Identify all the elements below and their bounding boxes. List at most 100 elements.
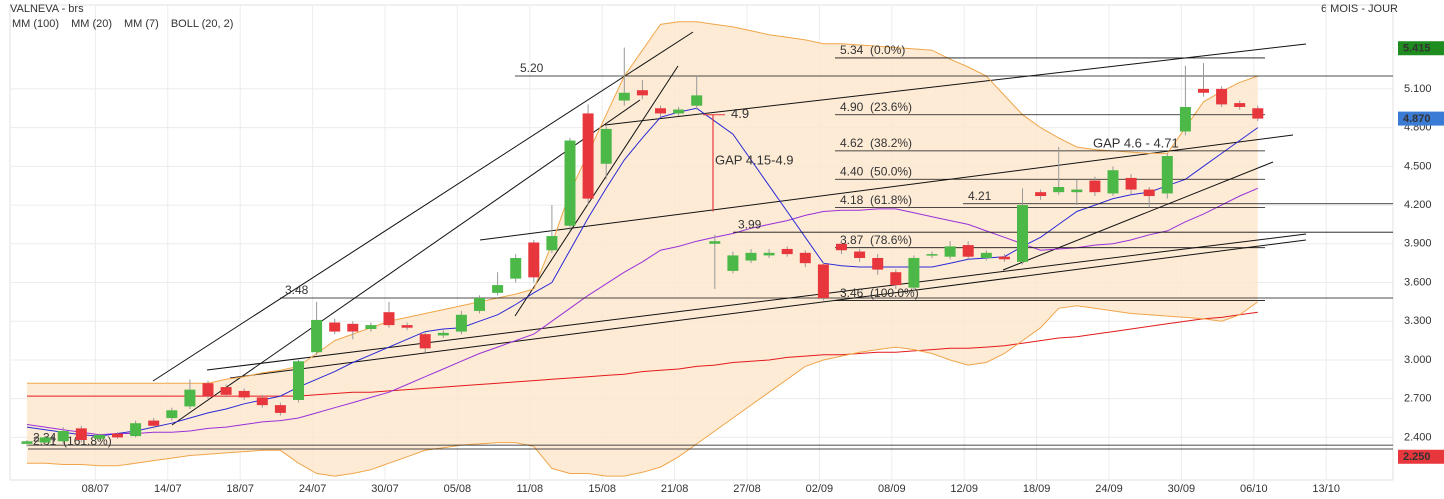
trend-line	[206, 233, 1307, 371]
candle-body	[944, 246, 956, 257]
candle-body	[166, 410, 178, 419]
candle-body	[474, 298, 485, 311]
candle-body	[455, 314, 467, 332]
foreground-layer: 2.400 2.700 3.000 3.300 3.600 3.900 4.200 4.500…	[12, 18, 1444, 495]
candle-body	[781, 248, 793, 255]
candle-body	[21, 441, 33, 444]
level-label: 4.40 (50.0%)	[840, 164, 912, 178]
candle-body	[365, 325, 377, 329]
price-marker	[1398, 111, 1444, 126]
candle-body	[311, 319, 323, 353]
level-label: 3.99	[738, 217, 762, 231]
legend-entry: BOLL (20, 2)	[171, 18, 234, 30]
candle-body	[655, 108, 666, 114]
candle-body	[582, 113, 594, 199]
candle-body	[383, 312, 395, 326]
candle-body	[636, 90, 648, 96]
candle-body	[799, 252, 811, 264]
candle-body	[1252, 108, 1264, 119]
x-tick-label: 08/07	[82, 483, 110, 495]
level-label: 4.62 (38.2%)	[840, 136, 912, 150]
x-tick-label: 18/07	[226, 483, 254, 495]
candle-body	[1143, 189, 1155, 197]
x-tick-label: 21/08	[661, 483, 689, 495]
candle-body	[492, 285, 504, 293]
trend-line	[171, 99, 641, 426]
price-marker-label: 4.870	[1403, 113, 1431, 125]
x-tick-label: 11/08	[516, 483, 543, 495]
candle-body	[1107, 170, 1119, 194]
x-tick-label: 14/07	[154, 483, 182, 495]
candle-body	[274, 405, 286, 413]
y-tick-label: 3.600	[1404, 276, 1432, 288]
moving-average	[26, 187, 1258, 436]
candle-body	[220, 387, 232, 395]
candle-body	[293, 361, 304, 400]
candle-body	[1017, 205, 1028, 262]
plot-frame	[9, 4, 1394, 481]
candle-body	[238, 390, 250, 398]
candle-body	[57, 430, 69, 442]
candle-body	[980, 252, 992, 258]
candle-body	[329, 322, 341, 332]
candle-body	[1089, 180, 1101, 193]
x-tick-label: 30/07	[371, 483, 399, 495]
period-label: 6 MOIS - JOUR	[1321, 3, 1398, 15]
y-tick-label: 2.400	[1404, 431, 1432, 443]
candle-body	[1125, 177, 1137, 190]
candle-body	[600, 128, 612, 164]
x-tick-label: 06/10	[1240, 483, 1268, 495]
candle-body	[745, 252, 757, 261]
x-tick-label: 15/08	[588, 483, 616, 495]
moving-average	[27, 311, 1258, 397]
candle-body	[1161, 156, 1173, 194]
candle-body	[1198, 88, 1209, 93]
candle-body	[184, 389, 196, 407]
x-tick-label: 08/09	[878, 483, 906, 495]
x-tick-label: 02/09	[806, 483, 834, 495]
candle-body	[93, 434, 105, 439]
trend-line	[152, 31, 694, 382]
candle-body	[727, 255, 739, 271]
x-tick-label: 24/09	[1095, 483, 1123, 495]
level-label: 4.21	[968, 189, 992, 203]
y-tick-label: 3.000	[1404, 354, 1432, 366]
price-marker-label: 5.415	[1403, 43, 1431, 55]
candle-body	[854, 251, 866, 258]
candle-body	[872, 257, 884, 270]
level-label: 3.87 (78.6%)	[840, 233, 912, 247]
y-tick-label: 2.700	[1404, 393, 1432, 405]
y-tick-label: 3.900	[1404, 238, 1432, 250]
y-tick-label: 3.300	[1404, 315, 1432, 327]
candle-body	[401, 325, 413, 328]
candle-body	[691, 95, 703, 106]
candle-body	[998, 256, 1010, 260]
candle-body	[926, 254, 938, 256]
y-tick-label: 4.500	[1404, 160, 1432, 172]
candle-body	[673, 109, 685, 114]
price-marker-label: 2.250	[1403, 451, 1431, 463]
bollinger-upper	[27, 21, 1258, 384]
candle-body	[564, 140, 576, 226]
x-tick-label: 18/09	[1023, 483, 1051, 495]
bollinger-lower	[27, 301, 1259, 477]
trend-line	[1002, 161, 1274, 271]
moving-average	[26, 107, 1259, 437]
candle-body	[202, 383, 214, 397]
price-marker	[1398, 449, 1444, 464]
chart-title: VALNEVA - brs	[10, 3, 84, 15]
trend-line	[229, 239, 1307, 379]
candle-body	[347, 323, 359, 332]
x-tick-label: 13/10	[1312, 483, 1340, 495]
y-tick-label: 4.200	[1404, 199, 1432, 211]
candle-body	[836, 243, 847, 251]
candle-body	[510, 257, 522, 279]
x-tick-label: 30/09	[1168, 483, 1196, 495]
x-tick-label: 12/09	[950, 483, 978, 495]
legend-entry: MM (20)	[71, 18, 112, 30]
candle-body	[890, 272, 902, 286]
trend-line	[479, 134, 1294, 241]
level-label: 5.20	[520, 61, 544, 75]
candle-body	[908, 257, 920, 288]
candle-body	[1053, 186, 1065, 193]
